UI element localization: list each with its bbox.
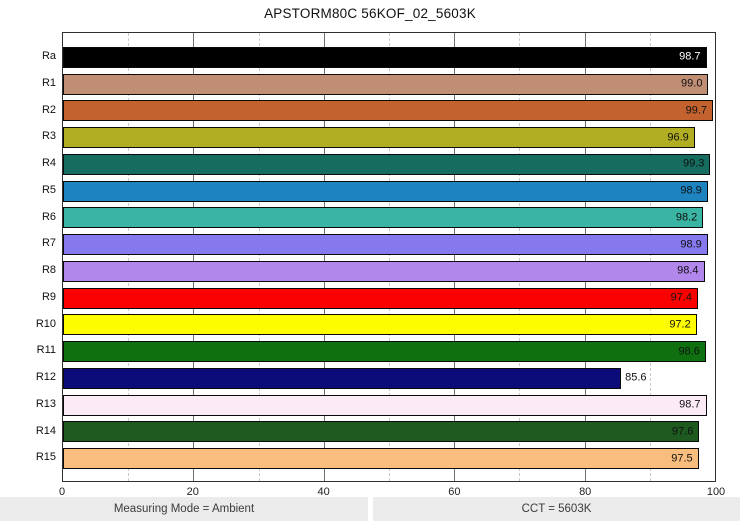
major-gridline-x20 [193,33,195,481]
bar-R10: 97.2 [63,314,697,336]
bar-value-R6: 98.2 [675,211,698,224]
bar-slot-R6: 98.2 [63,205,715,232]
bar-R13: 98.7 [63,394,707,416]
bar-slot-R15: 97.5 [63,445,715,472]
category-label-R15: R15 [35,451,56,464]
bar-slot-R10: 97.2 [63,312,715,339]
bar-R12: 85.6 [63,367,647,389]
category-label-R10: R10 [35,317,56,330]
bar-R3: 96.9 [63,127,695,149]
category-label-R4: R4 [41,157,56,169]
x-tick-label-0: 0 [58,486,66,498]
category-label-R9: R9 [41,290,56,303]
category-label-R3: R3 [41,130,56,143]
minor-gridline-x10 [128,33,130,481]
bar-value-R8: 98.4 [677,264,699,277]
category-label-R7: R7 [41,237,56,250]
bar-slot-R4: 99.3 [63,151,715,178]
bar-Ra: 98.7 [63,46,707,68]
chart-title: APSTORM80C 56KOF_02_5603K [264,6,476,21]
bar-R9: 97.4 [63,287,699,309]
major-gridline-x80 [584,33,586,481]
bar-slot-R3: 96.9 [63,124,715,151]
bar-value-R4: 99.3 [683,157,705,170]
bar-slot-R2: 99.7 [63,98,715,125]
major-gridline-x60 [454,33,456,481]
x-tick-label-20: 20 [186,486,199,498]
bar-value-R15: 97.5 [671,452,693,465]
x-tick-label-100: 100 [706,486,726,498]
category-label-Ra: Ra [41,50,56,62]
bar-R5: 98.9 [63,180,708,202]
bar-R6: 98.2 [63,207,704,229]
x-tick-label-40: 40 [317,486,330,498]
gridlines-layer [63,33,715,481]
bar-slot-R7: 98.9 [63,231,715,258]
status-cct: CCT = 5603K [373,497,740,521]
bar-slot-R14: 97.6 [63,419,715,446]
x-tick-label-60: 60 [448,486,461,498]
status-measuring-mode: Measuring Mode = Ambient [0,497,368,521]
category-label-R8: R8 [41,264,56,276]
bars-layer: 98.7 99.0 99.7 96.9 99.3 98.9 98.2 98.9 98.4 97.4… [63,44,715,472]
bar-value-Ra: 98.7 [679,50,701,63]
category-label-R13: R13 [35,397,56,410]
bar-R7: 98.9 [63,234,708,256]
category-label-R1: R1 [41,76,56,89]
bar-slot-R11: 98.6 [63,338,715,365]
bar-value-R12: 85.6 [625,371,647,384]
bar-R11: 98.6 [63,341,706,363]
bar-R8: 98.4 [63,260,705,282]
bar-value-R3: 96.9 [667,131,689,144]
category-label-R14: R14 [35,424,56,437]
bar-R15: 97.5 [63,448,699,470]
minor-gridline-x30 [258,33,260,481]
category-label-R6: R6 [41,210,56,223]
bar-R14: 97.6 [63,421,700,443]
bar-slot-R12: 85.6 [63,365,715,392]
bar-slot-R9: 97.4 [63,285,715,312]
category-label-R2: R2 [41,103,56,116]
bar-R1: 99.0 [63,73,709,95]
major-gridline-x40 [323,33,325,481]
bar-value-R2: 99.7 [685,104,708,117]
x-tick-label-80: 80 [579,486,592,498]
bar-value-R10: 97.2 [669,318,691,331]
bar-R4: 99.3 [63,153,711,175]
category-label-R12: R12 [35,371,56,383]
bar-slot-R1: 99.0 [63,71,715,98]
y-axis-category-labels: Ra R1 R2 R3 R4 R5 R6 R7 R8 R9 R10 R11 R12 R13 R14 R15 [0,43,56,471]
bar-value-R1: 99.0 [681,77,703,90]
bar-R2: 99.7 [63,100,714,122]
bar-value-R9: 97.4 [670,291,693,304]
x-axis-tick-labels: 0 20 40 60 80 100 [58,486,725,500]
bar-slot-Ra: 98.7 [63,44,715,71]
bar-value-R13: 98.7 [679,398,701,411]
bar-value-R5: 98.9 [680,184,702,197]
bar-value-R7: 98.9 [680,238,702,251]
minor-gridline-x50 [389,33,390,481]
bar-slot-R8: 98.4 [63,258,715,285]
category-label-R11: R11 [36,344,56,357]
plot-area: 98.7 99.0 99.7 96.9 99.3 98.9 98.2 98.9 98.4 97.4… [62,32,716,482]
status-bar: Measuring Mode = Ambient CCT = 5603K [0,497,740,521]
minor-gridline-x70 [519,33,521,481]
bar-value-R14: 97.6 [671,425,694,438]
bar-slot-R13: 98.7 [63,392,715,419]
minor-gridline-x90 [649,33,651,481]
bar-value-R11: 98.6 [678,345,700,358]
bar-slot-R5: 98.9 [63,178,715,205]
category-label-R5: R5 [41,183,56,196]
